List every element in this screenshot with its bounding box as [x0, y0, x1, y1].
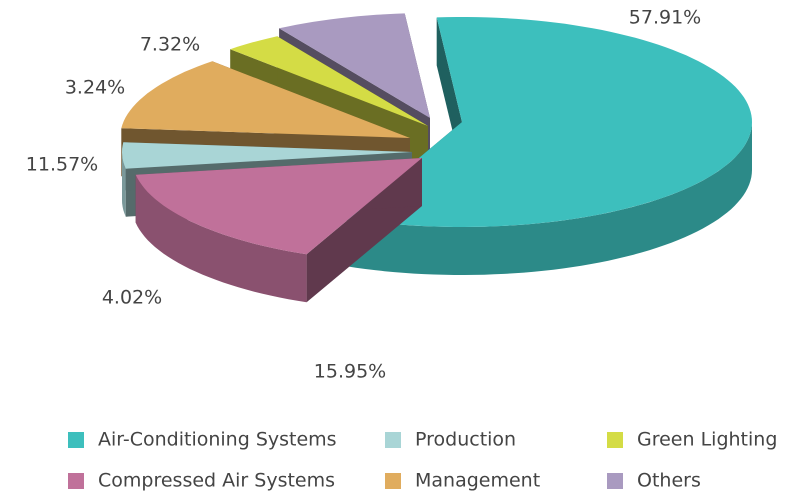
legend-label: Air-Conditioning Systems — [98, 429, 337, 451]
slice — [346, 17, 752, 227]
data-label: 4.02% — [102, 287, 162, 309]
data-label: 15.95% — [314, 361, 386, 383]
data-label: 3.24% — [65, 77, 125, 99]
legend-swatch — [68, 473, 84, 489]
data-label: 11.57% — [26, 154, 98, 176]
legend-label: Others — [637, 470, 701, 492]
legend-swatch — [607, 473, 623, 489]
legend-label: Management — [415, 470, 540, 492]
legend-label: Production — [415, 429, 516, 451]
slice-side — [122, 152, 126, 217]
data-label: 7.32% — [140, 34, 200, 56]
legend-swatch — [68, 432, 84, 448]
slice — [279, 13, 430, 118]
legend-swatch — [607, 432, 623, 448]
legend-swatch — [385, 432, 401, 448]
slice — [230, 36, 428, 126]
legend-swatch — [385, 473, 401, 489]
slice — [121, 61, 411, 139]
slice — [122, 142, 412, 169]
legend-label: Green Lighting — [637, 429, 777, 451]
slice-side — [135, 174, 307, 303]
slice-side — [346, 122, 752, 275]
data-label: 57.91% — [629, 7, 701, 29]
slice — [135, 158, 422, 255]
legend-label: Compressed Air Systems — [98, 470, 335, 492]
